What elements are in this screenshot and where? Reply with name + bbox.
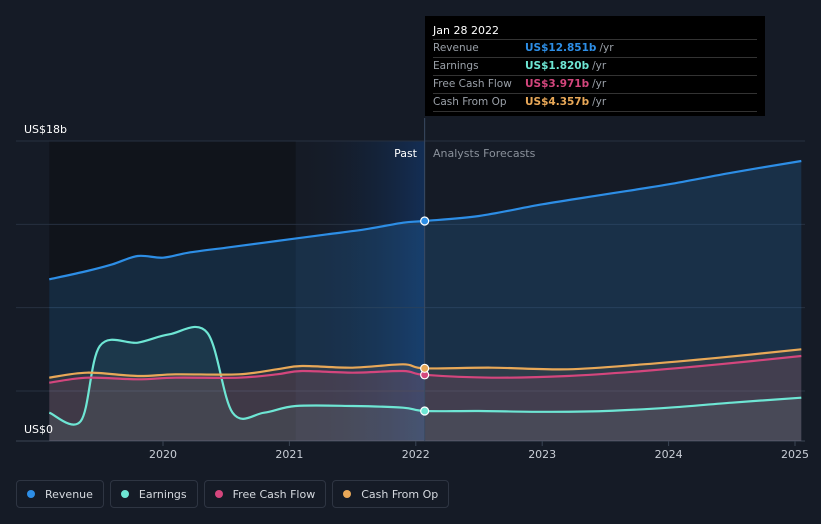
tooltip-label: Free Cash Flow bbox=[433, 78, 512, 90]
tooltip-unit: /yr bbox=[599, 42, 614, 54]
tooltip-value: US$3.971b bbox=[525, 78, 590, 90]
legend-label: Earnings bbox=[138, 487, 187, 501]
free-cash-flow-area bbox=[49, 356, 802, 441]
legend-dot-icon bbox=[214, 490, 223, 498]
free-cash-flow-line[interactable] bbox=[49, 354, 802, 384]
tooltip-row-revenue: Revenue US$12.851b/yr bbox=[433, 40, 757, 58]
x-tick-label: 2023 bbox=[528, 448, 556, 461]
x-tick-label: 2022 bbox=[402, 448, 430, 461]
legend-label: Free Cash Flow bbox=[232, 487, 316, 501]
x-tick-label: 2024 bbox=[655, 448, 683, 461]
tooltip-unit: /yr bbox=[592, 78, 607, 90]
chart-canvas: 2020 2021 2022 2023 2024 2025 US$18b US$0 Pas… bbox=[16, 118, 809, 461]
tooltip-label: Revenue bbox=[433, 42, 479, 54]
tooltip-row-free-cash-flow: Free Cash Flow US$3.971b/yr bbox=[433, 76, 757, 94]
legend-item-free-cash-flow[interactable]: Free Cash Flow bbox=[203, 480, 327, 508]
tooltip-value: US$12.851b bbox=[525, 42, 597, 54]
cash-from-op-marker bbox=[420, 363, 430, 373]
legend-item-earnings[interactable]: Earnings bbox=[109, 480, 198, 508]
tooltip-unit: /yr bbox=[592, 96, 607, 108]
cash-from-op-line[interactable] bbox=[49, 348, 802, 379]
revenue-marker bbox=[420, 216, 430, 226]
forecast-label: Analysts Forecasts bbox=[433, 147, 536, 160]
tooltip-row-earnings: Earnings US$1.820b/yr bbox=[433, 58, 757, 76]
legend-label: Revenue bbox=[45, 487, 93, 501]
legend-dot-icon bbox=[120, 490, 129, 498]
legend-item-cash-from-op[interactable]: Cash From Op bbox=[332, 480, 450, 508]
x-tick-label: 2020 bbox=[149, 448, 177, 461]
tooltip-unit: /yr bbox=[592, 60, 607, 72]
tooltip-label: Cash From Op bbox=[433, 96, 507, 108]
tooltip-value: US$4.357b bbox=[525, 96, 590, 108]
legend-item-revenue[interactable]: Revenue bbox=[16, 480, 104, 508]
y-axis-bottom-label: US$0 bbox=[24, 423, 53, 436]
x-tick-label: 2025 bbox=[781, 448, 809, 461]
earnings-marker bbox=[420, 406, 430, 416]
revenue-line[interactable] bbox=[49, 159, 802, 281]
earnings-line[interactable] bbox=[48, 325, 802, 426]
tooltip-label: Earnings bbox=[433, 60, 479, 72]
past-label: Past bbox=[394, 147, 418, 160]
revenue-area bbox=[49, 161, 802, 441]
x-tick-label: 2021 bbox=[275, 448, 303, 461]
tooltip-date: Jan 28 2022 bbox=[433, 22, 757, 40]
chart-legend: Revenue Earnings Free Cash Flow Cash Fro… bbox=[16, 480, 450, 510]
tooltip-row-cash-from-op: Cash From Op US$4.357b/yr bbox=[433, 94, 757, 112]
data-tooltip: Jan 28 2022 Revenue US$12.851b/yr Earnin… bbox=[425, 16, 765, 116]
legend-dot-icon bbox=[27, 490, 35, 498]
legend-dot-icon bbox=[343, 490, 352, 498]
earnings-area bbox=[49, 326, 802, 441]
tooltip-value: US$1.820b bbox=[525, 60, 590, 72]
y-axis-top-label: US$18b bbox=[24, 123, 67, 136]
legend-label: Cash From Op bbox=[361, 487, 439, 501]
